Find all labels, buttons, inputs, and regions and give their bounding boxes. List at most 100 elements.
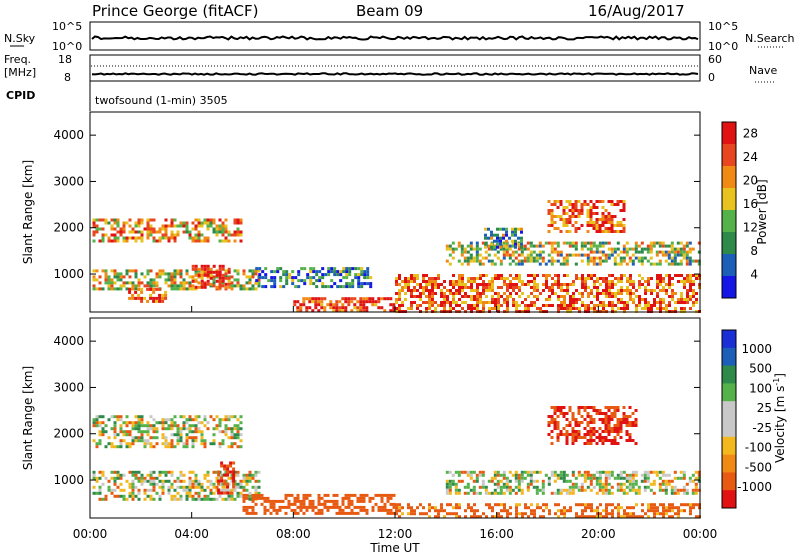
power-cell <box>206 282 210 286</box>
power-cell <box>670 241 674 245</box>
power-cell <box>656 277 659 280</box>
power-cell <box>348 270 352 274</box>
power-cell <box>296 309 300 313</box>
power-cell <box>622 206 626 209</box>
power-cell <box>303 282 307 286</box>
power-cell <box>575 301 578 304</box>
velocity-cell <box>622 476 626 480</box>
velocity-cell <box>592 485 596 489</box>
velocity-cell <box>553 479 557 483</box>
velocity-cell <box>565 430 569 433</box>
velocity-cell <box>641 515 644 519</box>
power-cell <box>152 227 156 231</box>
velocity-cell <box>350 511 354 515</box>
power-cell <box>134 230 138 234</box>
velocity-cell <box>226 491 230 495</box>
velocity-cell <box>245 496 249 500</box>
power-cell <box>500 277 503 280</box>
velocity-cell <box>511 488 515 492</box>
velocity-cell <box>574 439 578 442</box>
power-cell <box>544 241 548 245</box>
velocity-cell <box>571 470 575 474</box>
velocity-cell <box>580 473 584 477</box>
power-cell <box>484 233 487 237</box>
velocity-cell <box>449 512 452 516</box>
velocity-cell <box>251 496 255 500</box>
power-cell <box>518 295 521 298</box>
velocity-cell <box>92 418 96 422</box>
velocity-cell <box>547 479 551 483</box>
velocity-cell <box>194 482 198 486</box>
velocity-cell <box>517 476 521 480</box>
power-cell <box>604 241 608 245</box>
power-cell <box>487 259 491 263</box>
velocity-cell <box>607 482 611 486</box>
power-cell <box>236 281 240 285</box>
velocity-cell <box>101 430 105 434</box>
velocity-cell <box>227 418 231 422</box>
power-cell <box>688 262 692 266</box>
velocity-cell <box>565 473 569 477</box>
power-cell <box>692 292 695 295</box>
velocity-cell <box>362 505 366 509</box>
power-cell <box>643 247 647 251</box>
power-cell <box>680 280 683 283</box>
velocity-colorbar-tick: -1000 <box>737 480 772 494</box>
velocity-cell <box>232 461 236 465</box>
power-cell <box>620 280 623 283</box>
velocity-cell <box>401 506 404 510</box>
velocity-cell <box>143 479 147 483</box>
power-cell <box>239 221 243 225</box>
velocity-cell <box>290 502 294 506</box>
power-cell <box>530 292 533 295</box>
power-cell <box>644 280 647 283</box>
power-cell <box>616 200 620 203</box>
power-cell <box>206 227 210 231</box>
velocity-cell <box>401 512 404 516</box>
power-cell <box>478 262 482 266</box>
power-cell <box>345 282 349 286</box>
power-cell <box>499 245 502 249</box>
power-cell <box>542 289 545 292</box>
velocity-cell <box>152 430 156 434</box>
velocity-cell <box>467 506 470 510</box>
velocity-cell <box>580 421 584 424</box>
power-cell <box>353 297 357 301</box>
velocity-cell <box>212 491 216 495</box>
power-cell <box>563 307 566 310</box>
power-cell <box>374 300 378 304</box>
velocity-cell <box>658 485 662 489</box>
power-cell <box>659 283 662 286</box>
power-cell <box>116 218 120 222</box>
velocity-colorbar-tick: -25 <box>752 421 772 435</box>
power-cell <box>485 283 488 286</box>
velocity-cell <box>697 470 701 474</box>
velocity-cell <box>689 506 692 510</box>
power-cell <box>236 278 240 282</box>
power-cell <box>638 298 641 301</box>
velocity-cell <box>146 473 150 477</box>
power-cell <box>320 300 324 304</box>
velocity-cell <box>616 430 620 433</box>
power-cell <box>631 262 635 266</box>
power-cell <box>581 295 584 298</box>
power-cell <box>610 221 614 224</box>
power-cell <box>527 274 530 277</box>
velocity-cell <box>535 488 539 492</box>
velocity-cell <box>547 476 551 480</box>
velocity-cell <box>556 488 560 492</box>
velocity-cell <box>188 424 192 428</box>
power-cell <box>308 297 312 301</box>
power-cell <box>680 307 683 310</box>
power-cell <box>221 233 225 237</box>
power-cell <box>197 275 201 279</box>
power-cell <box>644 286 647 289</box>
power-cell <box>137 284 141 288</box>
power-cell <box>194 218 198 222</box>
power-cell <box>565 256 569 260</box>
power-cell <box>491 283 494 286</box>
velocity-cell <box>242 488 246 492</box>
velocity-cell <box>592 409 596 412</box>
velocity-cell <box>586 442 590 445</box>
power-cell <box>490 233 493 237</box>
